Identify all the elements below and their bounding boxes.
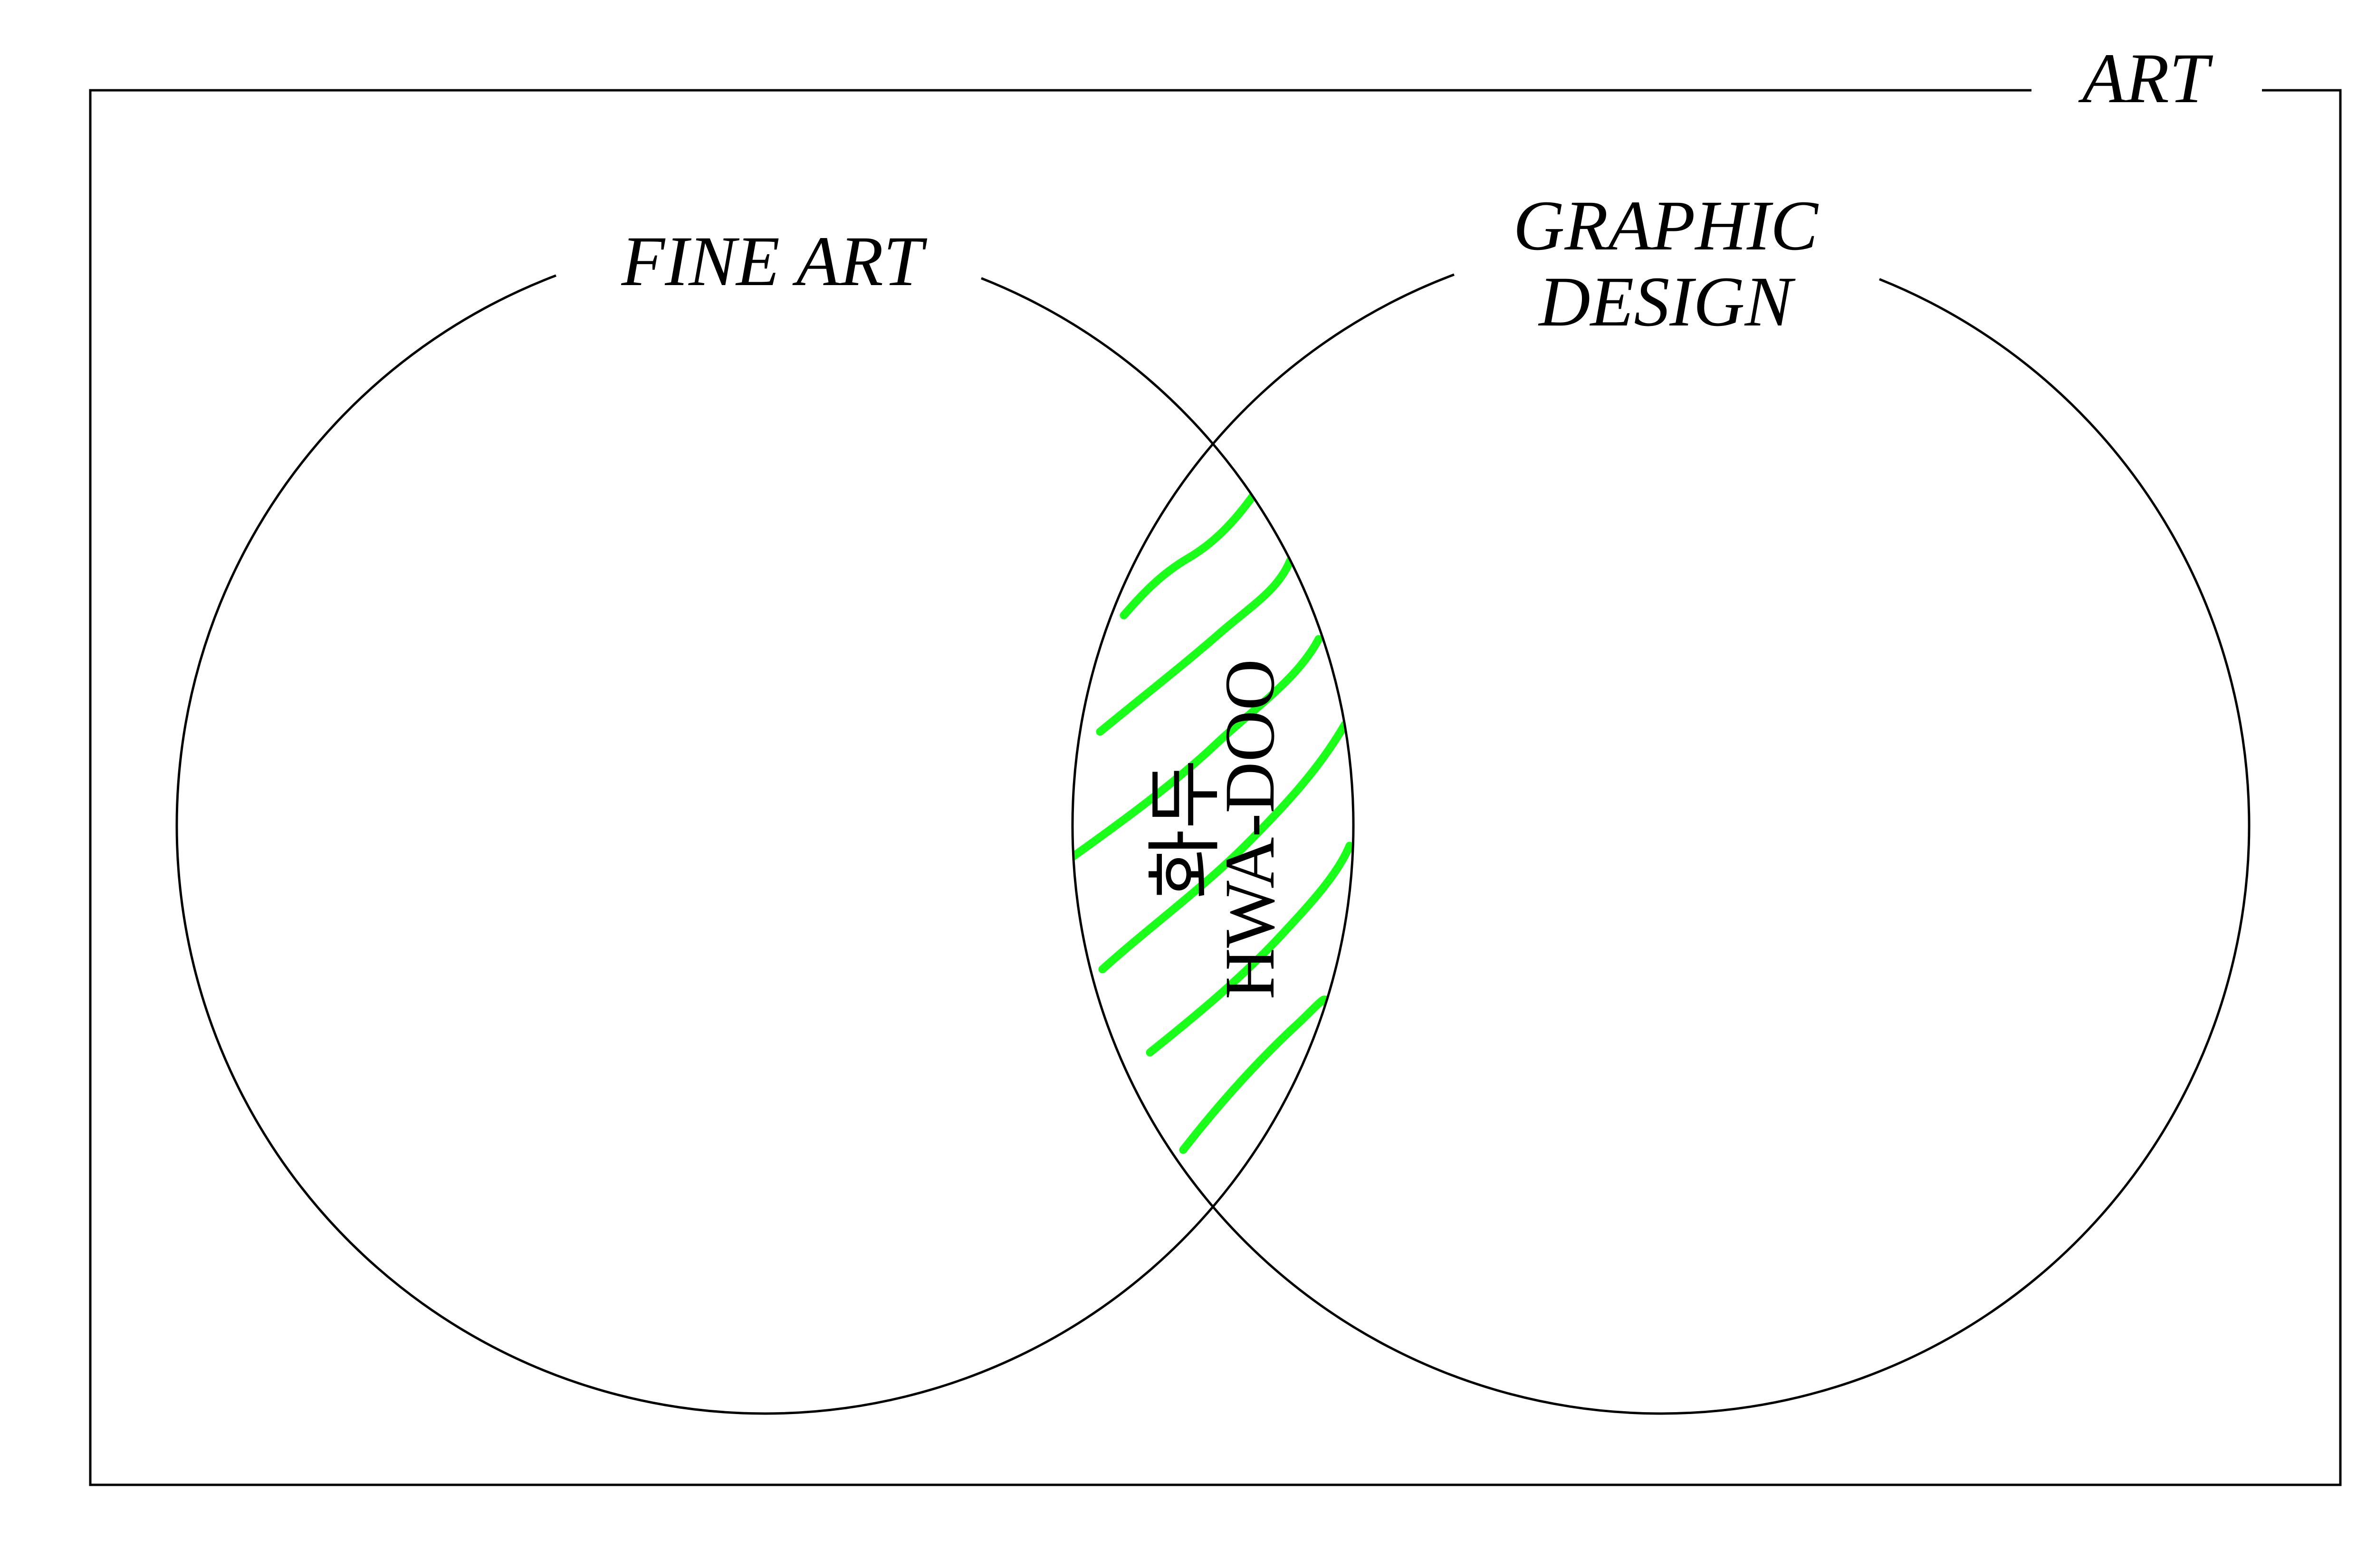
graphic-design-circle <box>1071 273 2251 1415</box>
hwa-doo-romanized-label: HWA-DOO <box>1210 659 1289 1000</box>
graphic-design-label-line1: GRAPHIC <box>1513 186 1819 265</box>
hatch-stroke-1 <box>1120 483 1264 620</box>
graphic-design-label-line2: DESIGN <box>1538 262 1795 341</box>
hwa-doo-korean-label: 화두 <box>1143 759 1228 899</box>
hatch-stroke-3 <box>1073 635 1323 862</box>
hatch-stroke-4 <box>1098 720 1349 974</box>
intersection-highlight <box>1073 483 1353 1154</box>
hatch-stroke-2 <box>1096 556 1294 736</box>
hatch-stroke-6 <box>1179 995 1330 1154</box>
universe-label: ART <box>2078 39 2213 118</box>
fine-art-circle <box>175 274 1355 1415</box>
fine-art-label: FINE ART <box>621 222 928 301</box>
universe-frame <box>89 89 2342 1486</box>
hatch-stroke-5 <box>1146 841 1353 1057</box>
